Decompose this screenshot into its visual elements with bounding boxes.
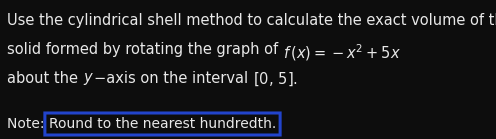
Text: $f\,(x) = -x^2 + 5x$: $f\,(x) = -x^2 + 5x$ bbox=[283, 42, 401, 63]
Text: $[0,\, 5].$: $[0,\, 5].$ bbox=[252, 71, 298, 88]
Text: solid formed by rotating the graph of: solid formed by rotating the graph of bbox=[7, 42, 283, 57]
Text: Round to the nearest hundredth.: Round to the nearest hundredth. bbox=[49, 117, 276, 131]
Text: −axis on the interval: −axis on the interval bbox=[94, 71, 252, 86]
Text: $y$: $y$ bbox=[83, 71, 94, 87]
Text: about the: about the bbox=[7, 71, 83, 86]
Text: Note:: Note: bbox=[7, 117, 49, 131]
Text: Use the cylindrical shell method to calculate the exact volume of the: Use the cylindrical shell method to calc… bbox=[7, 13, 496, 28]
